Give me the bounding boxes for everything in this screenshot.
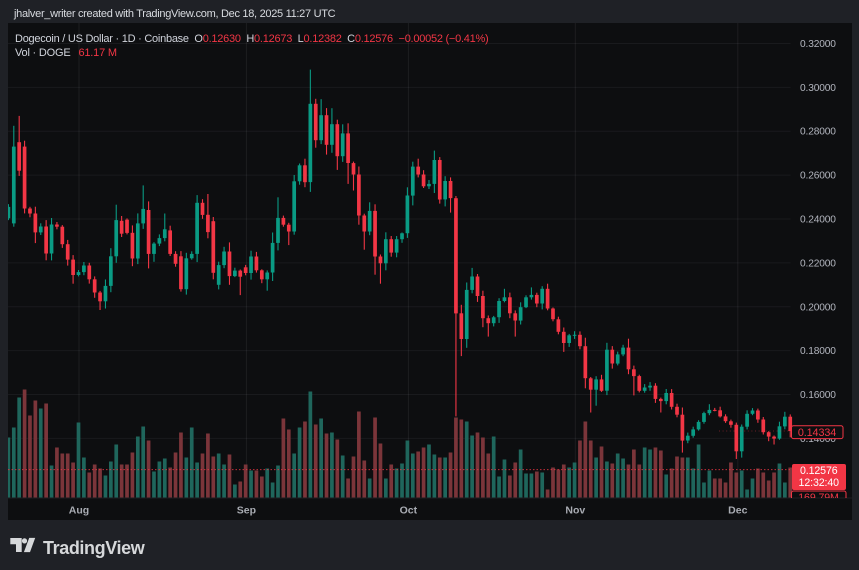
svg-text:0.16000: 0.16000: [800, 390, 836, 401]
svg-text:0.26000: 0.26000: [800, 170, 836, 181]
svg-text:0.14000: 0.14000: [800, 433, 836, 444]
svg-text:0.18000: 0.18000: [800, 346, 836, 357]
svg-text:Aug: Aug: [69, 504, 89, 516]
svg-text:0.30000: 0.30000: [800, 82, 836, 93]
svg-text:Sep: Sep: [237, 504, 256, 516]
svg-text:0.24000: 0.24000: [800, 214, 836, 225]
svg-text:Dec: Dec: [728, 504, 747, 516]
svg-text:0.14334: 0.14334: [798, 426, 836, 438]
svg-text:0.20000: 0.20000: [800, 302, 836, 313]
svg-text:0.32000: 0.32000: [800, 39, 836, 50]
svg-text:0.28000: 0.28000: [800, 126, 836, 137]
svg-text:Oct: Oct: [400, 504, 418, 516]
svg-text:Nov: Nov: [565, 504, 585, 516]
svg-text:0.22000: 0.22000: [800, 258, 836, 269]
